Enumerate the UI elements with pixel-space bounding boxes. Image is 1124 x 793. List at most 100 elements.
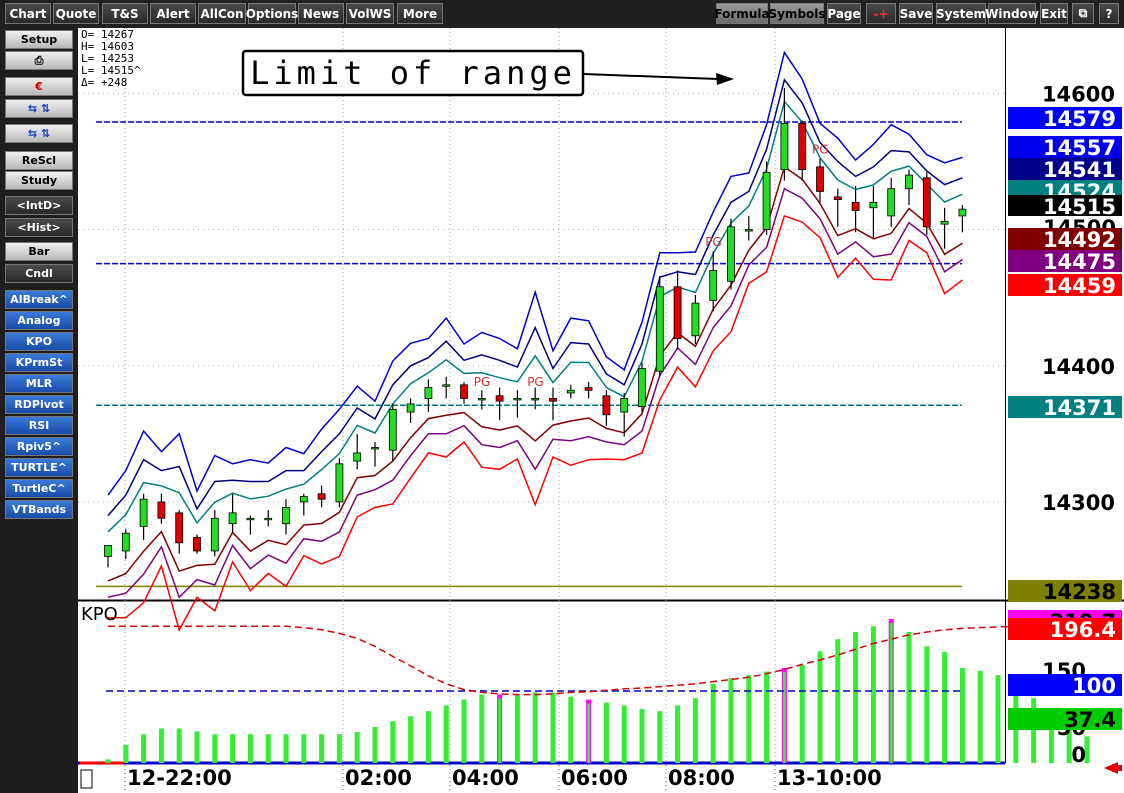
indicator-badge-text: 100: [1072, 674, 1116, 698]
candle: [887, 177, 896, 227]
kpo-bar: [390, 721, 396, 763]
candle: [193, 534, 201, 554]
pg-marker: PG: [474, 375, 491, 389]
price-axis-label: 14400: [1042, 355, 1115, 379]
sidebar-kprmst-button[interactable]: KPrmSt: [5, 353, 73, 372]
candle: [353, 433, 362, 470]
scroll-box[interactable]: [80, 769, 93, 789]
toolbar-save-button[interactable]: Save: [899, 3, 933, 24]
kpo-bar: [301, 734, 307, 763]
toolbar-chart-button[interactable]: Chart: [5, 3, 51, 24]
toolbar-system-button[interactable]: System: [936, 3, 986, 24]
sidebar-tool-1-button[interactable]: ⎙: [5, 51, 73, 70]
kpo-bar: [1084, 736, 1090, 763]
kpo-bar: [603, 702, 609, 763]
kpo-bar: [354, 732, 360, 763]
candle: [442, 376, 451, 399]
toolbar-help-button[interactable]: -+: [866, 3, 896, 24]
sidebar-bar-button[interactable]: Bar: [5, 242, 73, 261]
sidebar-rsi-button[interactable]: RSI: [5, 416, 73, 435]
toolbar-more-button[interactable]: More: [397, 3, 443, 24]
sidebar-kpo-button[interactable]: KPO: [5, 332, 73, 351]
price-badge-text: 14475: [1043, 250, 1116, 274]
toolbar-restore-button[interactable]: ⧉: [1072, 3, 1094, 24]
candle: [121, 529, 130, 560]
kpo-bar: [479, 694, 485, 763]
sidebar-cndl-button[interactable]: Cndl: [5, 264, 73, 283]
sidebar-rdpivot-button[interactable]: RDPivot: [5, 395, 73, 414]
kpo-bar: [1066, 721, 1072, 763]
sidebar-tool-2-button[interactable]: €: [5, 77, 73, 96]
kpo-bar: [710, 683, 716, 763]
toolbar-alert-button[interactable]: Alert: [150, 3, 196, 24]
candle: [940, 207, 949, 249]
ohlc-readout-line: L= 14253: [81, 52, 134, 65]
sidebar-turtlec-button[interactable]: TurtleC^: [5, 479, 73, 498]
ohlc-readout-line: O= 14267: [81, 28, 134, 41]
toolbar-window-button[interactable]: Window: [985, 3, 1039, 24]
toolbar-help-button[interactable]: ?: [1099, 3, 1119, 24]
kpo-bar: [550, 692, 556, 763]
toolbar-formula-button[interactable]: Formula: [714, 3, 770, 24]
candle: [139, 493, 148, 541]
toolbar-exit-button[interactable]: Exit: [1040, 3, 1068, 24]
candle: [264, 510, 273, 527]
time-axis-label: 04:00: [452, 766, 519, 790]
sidebar-aibreak-button[interactable]: AIBreak^: [5, 290, 73, 309]
kpo-bar: [906, 631, 912, 763]
kpo-bar: [105, 759, 111, 763]
toolbar-quote-button[interactable]: Quote: [53, 3, 99, 24]
pg-marker: PG: [812, 142, 829, 156]
toolbar-t-s-button[interactable]: T&S: [102, 3, 148, 24]
envelope-band-line: [107, 78, 963, 517]
kpo-bar: [194, 731, 200, 763]
sidebar-vtbands-button[interactable]: VTBands: [5, 500, 73, 519]
toolbar-page-button[interactable]: Page: [827, 3, 861, 24]
sidebar-analog-button[interactable]: Analog: [5, 311, 73, 330]
kpo-bar: [817, 651, 823, 763]
annotation-arrow: [583, 73, 719, 80]
scroll-left-icon[interactable]: [1104, 762, 1118, 774]
toolbar-options-button[interactable]: Options: [246, 3, 298, 24]
sidebar: Setup ⎙ € ⇆ ⇅ ⇆ ⇅ ReScl Study <IntD> <Hist> Bar Cn…: [0, 28, 78, 793]
sidebar-setup-button[interactable]: Setup: [5, 30, 73, 49]
sidebar-mlr-button[interactable]: MLR: [5, 374, 73, 393]
toolbar-volws-button[interactable]: VolWS: [346, 3, 394, 24]
candle: [246, 515, 255, 535]
kpo-bar: [514, 694, 520, 763]
kpo-bar: [657, 711, 663, 763]
candle: [282, 499, 290, 535]
candle: [531, 387, 540, 410]
indicator-badge-text: 196.4: [1050, 618, 1116, 642]
candle: [335, 458, 344, 508]
kpo-bar-inner: [498, 698, 502, 763]
price-badge-text: 14541: [1043, 158, 1116, 182]
price-badge: 14238: [1008, 580, 1122, 604]
toolbar-allcon-button[interactable]: AllCon: [198, 3, 246, 24]
candle: [299, 493, 308, 516]
price-badge-text: 14557: [1043, 136, 1116, 160]
kpo-bar: [212, 734, 218, 763]
candle: [549, 387, 557, 421]
sidebar-study-button[interactable]: Study: [5, 171, 73, 190]
kpo-bar: [621, 705, 627, 763]
sidebar-rescl-button[interactable]: ReScl: [5, 151, 73, 170]
indicator-axis-label: 0: [1071, 743, 1086, 767]
candle: [228, 493, 237, 532]
annotation-box[interactable]: [241, 49, 585, 97]
sidebar-rpiv5-button[interactable]: Rpiv5^: [5, 437, 73, 456]
price-badge: 14557: [1008, 136, 1122, 160]
kpo-bar: [176, 728, 182, 763]
candle: [869, 185, 878, 238]
kpo-bar: [158, 728, 164, 763]
price-axis-label: 14300: [1042, 491, 1115, 515]
sidebar-turtle-button[interactable]: TURTLE^: [5, 458, 73, 477]
sidebar-intd-button[interactable]: <IntD>: [5, 196, 73, 215]
sidebar-tool-4-button[interactable]: ⇆ ⇅: [5, 124, 73, 143]
toolbar-symbols-button[interactable]: Symbols: [768, 3, 826, 24]
sidebar-hist-button[interactable]: <Hist>: [5, 218, 73, 237]
toolbar-news-button[interactable]: News: [298, 3, 344, 24]
sidebar-tool-3-button[interactable]: ⇆ ⇅: [5, 99, 73, 118]
price-badge: 14492: [1008, 228, 1122, 252]
